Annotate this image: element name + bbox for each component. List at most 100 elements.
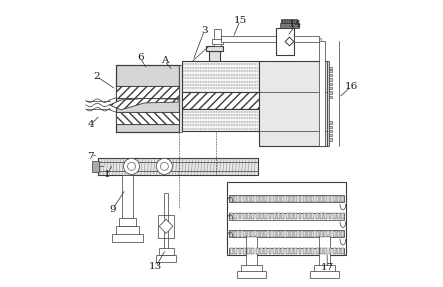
Bar <box>299 248 302 254</box>
Bar <box>243 231 246 237</box>
Bar <box>260 196 263 202</box>
Bar <box>273 196 276 202</box>
Text: 6: 6 <box>137 53 144 62</box>
Bar <box>179 65 182 132</box>
Bar <box>256 231 259 237</box>
Bar <box>320 213 323 219</box>
Bar <box>326 91 332 94</box>
Bar <box>310 272 338 278</box>
Bar <box>320 248 323 254</box>
Bar <box>281 213 284 219</box>
Bar <box>326 130 332 132</box>
Bar <box>324 196 327 202</box>
Bar <box>307 231 310 237</box>
Bar <box>260 248 263 254</box>
Bar <box>311 231 315 237</box>
Bar <box>342 213 344 219</box>
Bar <box>290 196 293 202</box>
Bar <box>337 196 340 202</box>
Bar <box>247 213 250 219</box>
Bar <box>337 248 340 254</box>
Bar <box>227 182 346 255</box>
Bar <box>247 196 250 202</box>
Polygon shape <box>117 112 179 123</box>
Bar <box>273 248 276 254</box>
Polygon shape <box>285 37 294 46</box>
Bar <box>326 121 332 123</box>
Text: 17: 17 <box>321 263 334 272</box>
Bar <box>260 231 263 237</box>
Bar <box>256 248 259 254</box>
Bar <box>256 213 259 219</box>
Bar <box>264 213 267 219</box>
Bar <box>206 46 223 51</box>
Bar <box>182 61 259 92</box>
Bar <box>311 248 315 254</box>
Bar <box>303 196 306 202</box>
Text: 14: 14 <box>289 20 303 30</box>
Bar <box>299 213 302 219</box>
Bar <box>237 272 266 278</box>
Bar <box>314 265 335 273</box>
Bar <box>252 231 254 237</box>
Bar <box>212 39 223 44</box>
Bar <box>252 213 254 219</box>
Bar <box>326 87 332 89</box>
Bar <box>290 231 293 237</box>
Bar <box>281 196 284 202</box>
Bar <box>247 248 250 254</box>
Bar <box>264 248 267 254</box>
Bar <box>221 36 276 42</box>
Bar <box>113 234 143 242</box>
Bar <box>243 248 246 254</box>
Polygon shape <box>109 98 178 110</box>
Bar <box>286 248 289 254</box>
Text: 7: 7 <box>87 152 94 161</box>
Bar <box>326 78 332 81</box>
Bar <box>234 248 237 254</box>
Bar <box>157 159 172 174</box>
Bar <box>247 231 250 237</box>
Bar <box>337 231 340 237</box>
Bar <box>281 231 284 237</box>
Bar <box>159 248 174 255</box>
Bar <box>303 213 306 219</box>
Circle shape <box>124 158 140 174</box>
Bar <box>234 196 237 202</box>
Bar <box>316 231 319 237</box>
Bar <box>239 213 241 219</box>
Polygon shape <box>117 86 179 98</box>
Bar <box>294 248 297 254</box>
Bar <box>311 213 315 219</box>
Bar <box>294 36 319 42</box>
Bar <box>326 70 332 72</box>
Bar <box>256 196 259 202</box>
Bar <box>329 196 331 202</box>
Bar <box>124 159 139 174</box>
Bar <box>326 61 330 146</box>
Bar <box>320 196 323 202</box>
Bar <box>277 196 280 202</box>
Bar <box>281 20 297 23</box>
Circle shape <box>160 162 168 170</box>
Bar <box>214 29 221 46</box>
Bar <box>326 83 332 85</box>
Text: 13: 13 <box>149 262 163 272</box>
Bar <box>324 231 327 237</box>
Bar <box>281 248 284 254</box>
Bar <box>286 196 289 202</box>
Bar <box>158 215 174 238</box>
Bar <box>239 231 241 237</box>
Bar <box>156 255 176 262</box>
Bar <box>230 231 233 237</box>
Bar <box>342 248 344 254</box>
Text: 2: 2 <box>93 72 100 81</box>
Bar <box>93 161 99 172</box>
Bar <box>329 248 331 254</box>
Bar <box>333 196 336 202</box>
Bar <box>281 19 297 23</box>
Bar <box>342 231 344 237</box>
Bar <box>239 248 241 254</box>
Bar <box>246 236 257 266</box>
Bar <box>268 196 272 202</box>
